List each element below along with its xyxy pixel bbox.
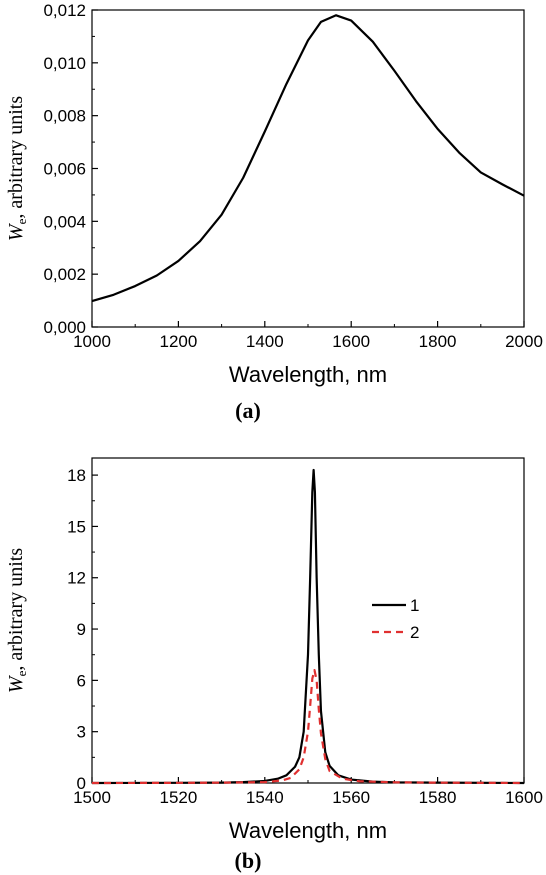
plot-frame <box>91 9 525 328</box>
y-tick-label: 0 <box>77 774 86 793</box>
y-tick-label: 6 <box>77 671 86 690</box>
y-axis-rest: , arbitrary units <box>5 96 27 219</box>
panel-label: (b) <box>235 848 262 873</box>
y-tick-label: 0,002 <box>43 265 86 284</box>
x-tick-label: 1400 <box>246 332 284 351</box>
y-axis-rest: , arbitrary units <box>5 548 27 671</box>
y-axis-symbol: W <box>5 222 27 241</box>
x-axis-label: Wavelength, nm <box>229 362 387 387</box>
x-tick-label: 1540 <box>246 788 284 807</box>
series-line-1 <box>91 14 525 303</box>
x-tick-label: 1560 <box>332 788 370 807</box>
panel-label: (a) <box>235 398 261 423</box>
y-tick-label: 0,012 <box>43 1 86 20</box>
y-axis-subscript: e <box>14 670 29 676</box>
y-tick-label: 0,006 <box>43 160 86 179</box>
y-axis-label: We, arbitrary units <box>5 96 29 241</box>
y-tick-label: 3 <box>77 723 86 742</box>
x-tick-label: 1000 <box>73 332 111 351</box>
x-tick-label: 1520 <box>159 788 197 807</box>
y-tick-label: 0,008 <box>43 107 86 126</box>
y-axis-label: We, arbitrary units <box>5 548 29 693</box>
chart-panel-0: 1000 1200 1400 1600 1800 2000 0,000 0,002 0,004 0… <box>5 1 543 423</box>
y-tick-label: 0,004 <box>43 212 86 231</box>
x-tick-label: 2000 <box>505 332 543 351</box>
x-tick-label: 1800 <box>419 332 457 351</box>
y-tick-label: 18 <box>67 466 86 485</box>
x-tick-label: 1600 <box>505 788 543 807</box>
y-tick-label: 0,010 <box>43 54 86 73</box>
y-tick-label: 9 <box>77 620 86 639</box>
y-tick-label: 15 <box>67 517 86 536</box>
chart-panel-1: 1500 1520 1540 1560 1580 1600036912151812Wave… <box>5 457 543 873</box>
legend: 12 <box>372 596 419 642</box>
y-tick-label: 12 <box>67 569 86 588</box>
legend-label: 2 <box>410 623 419 642</box>
x-axis-label: Wavelength, nm <box>229 818 387 843</box>
y-axis-symbol: W <box>5 674 27 693</box>
y-axis-subscript: e <box>14 218 29 224</box>
x-tick-label: 1600 <box>332 332 370 351</box>
y-tick-label: 0,000 <box>43 318 86 337</box>
x-tick-label: 1580 <box>419 788 457 807</box>
x-tick-label: 1500 <box>73 788 111 807</box>
x-tick-label: 1200 <box>159 332 197 351</box>
series-line-2 <box>91 669 525 785</box>
legend-label: 1 <box>410 596 419 615</box>
